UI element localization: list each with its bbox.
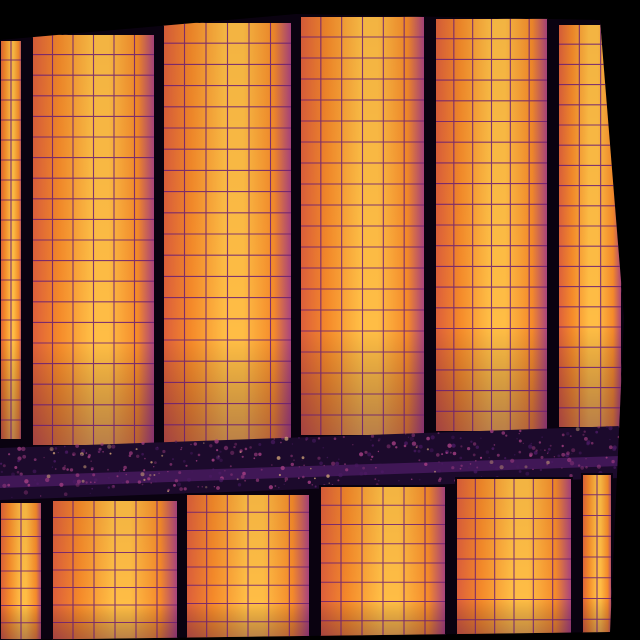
upper-panel <box>434 17 549 433</box>
lower-panel <box>455 477 573 640</box>
upper-panel <box>0 39 23 441</box>
lower-panel <box>319 485 447 640</box>
lower-panel <box>0 501 43 640</box>
upper-panel <box>299 15 426 437</box>
upper-panel <box>162 21 293 447</box>
lower-panel <box>51 499 179 640</box>
upper-panel <box>31 33 156 447</box>
upper-panel-row <box>0 15 623 447</box>
lower-panel <box>581 473 613 640</box>
lower-panel <box>185 493 311 640</box>
lower-panel-row <box>0 473 613 640</box>
